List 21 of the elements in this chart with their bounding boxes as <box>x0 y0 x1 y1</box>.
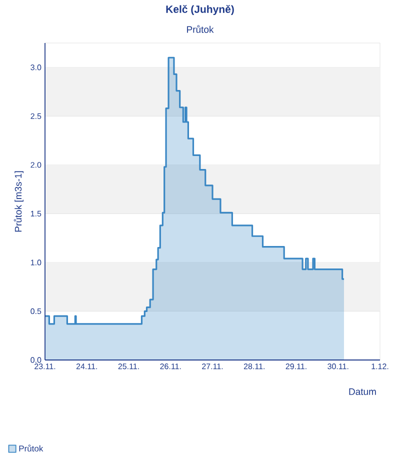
y-axis-title: Průtok [m3s-1] <box>14 171 24 232</box>
x-tick-label: 29.11. <box>286 364 306 370</box>
y-tick-label: 0.0 <box>30 357 42 363</box>
legend-label: Průtok <box>19 444 44 452</box>
x-tick-label: 23.11. <box>34 364 56 370</box>
y-tick-label: 1.5 <box>30 210 42 216</box>
y-tick-label: 2.5 <box>30 113 42 119</box>
x-tick-label: 26.11. <box>160 364 181 370</box>
x-tick-label: 1.12. <box>372 364 388 370</box>
chart-title: Kelč (Juhyně) <box>166 5 234 16</box>
chart-subtitle: Průtok <box>187 25 214 33</box>
y-tick-label: 0.5 <box>30 308 42 314</box>
x-tick-label: 27.11. <box>202 364 223 370</box>
x-tick-label: 24.11. <box>76 364 97 370</box>
y-tick-label: 3.0 <box>30 64 42 70</box>
x-tick-label: 30.11. <box>328 364 348 370</box>
x-tick-label: 28.11. <box>244 364 264 370</box>
x-axis-title: Datum <box>349 388 376 396</box>
y-tick-label: 2.0 <box>30 162 42 168</box>
y-tick-label: 1.0 <box>30 260 42 266</box>
x-tick-label: 25.11. <box>118 364 139 370</box>
